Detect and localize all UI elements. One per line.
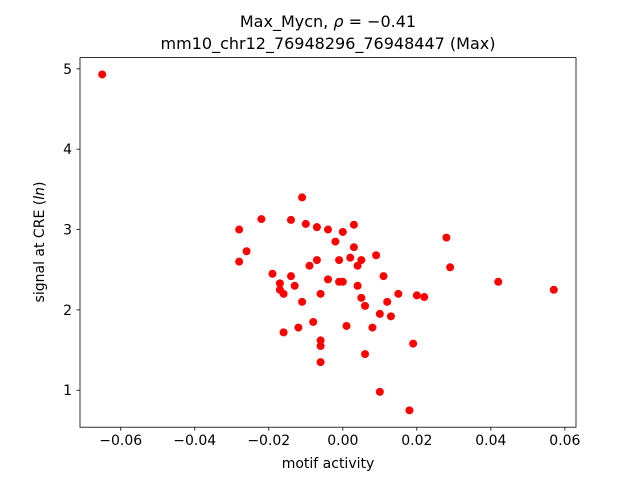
scatter-point (442, 233, 451, 242)
y-tick-label: 2 (63, 303, 72, 319)
scatter-point (305, 261, 314, 270)
scatter-point (286, 272, 295, 281)
scatter-point (349, 243, 358, 252)
scatter-point (409, 339, 418, 348)
scatter-point (316, 289, 325, 298)
scatter-point (361, 301, 370, 310)
scatter-point (312, 256, 321, 265)
scatter-point (298, 193, 307, 202)
chart-title-rho: ρ (333, 12, 344, 31)
chart-title-value: = −0.41 (343, 12, 417, 31)
y-tick-label: 5 (63, 62, 72, 78)
x-tick-label: −0.02 (247, 433, 290, 449)
scatter-point (412, 291, 421, 300)
scatter-point (494, 277, 503, 286)
scatter-point (375, 309, 384, 318)
scatter-point (394, 289, 403, 298)
scatter-point (324, 225, 332, 234)
x-axis-label: motif activity (281, 456, 375, 472)
scatter-point (309, 317, 318, 326)
scatter-point (353, 261, 362, 270)
scatter-point (338, 227, 347, 236)
plot-frame (79, 57, 577, 428)
x-tick-label: 0.04 (475, 433, 506, 449)
scatter-point (275, 279, 284, 288)
chart-title-line1: Max_Mycn, ρ = −0.41 (80, 11, 576, 33)
scatter-point (286, 215, 295, 224)
chart-title-prefix: Max_Mycn, (239, 12, 334, 31)
scatter-point (357, 256, 366, 265)
x-tick-label: −0.04 (173, 433, 216, 449)
chart-title: Max_Mycn, ρ = −0.41 mm10_chr12_76948296_… (80, 11, 576, 55)
scatter-point (405, 406, 414, 415)
scatter-point (331, 237, 340, 246)
scatter-point (383, 297, 392, 306)
scatter-point (372, 251, 381, 260)
x-tick-label: 0.00 (327, 433, 358, 449)
scatter-point (346, 253, 355, 262)
scatter-point (349, 220, 358, 229)
y-tick-label: 1 (63, 383, 72, 399)
scatter-point (257, 215, 266, 224)
scatter-point (386, 312, 395, 321)
scatter-point (446, 263, 455, 272)
scatter-point (279, 328, 288, 337)
scatter-point (279, 289, 288, 298)
scatter-point (298, 297, 307, 306)
x-tick-label: 0.02 (401, 433, 432, 449)
scatter-point (357, 293, 366, 302)
scatter-point (368, 323, 377, 332)
scatter-point (312, 223, 321, 232)
y-tick-label: 3 (63, 223, 72, 239)
scatter-point (268, 269, 277, 278)
scatter-point (294, 323, 303, 332)
scatter-point (549, 285, 558, 294)
scatter-point (316, 342, 325, 351)
y-axis-label-suffix: ) (32, 181, 48, 188)
scatter-point (361, 350, 370, 359)
x-tick-label: −0.06 (99, 433, 142, 449)
y-axis-label-italic: ln (32, 187, 48, 200)
scatter-point (335, 256, 344, 265)
scatter-point (324, 275, 332, 284)
scatter-point (342, 321, 351, 330)
scatter-point (338, 277, 347, 286)
scatter-point (242, 247, 251, 256)
y-axis-label: signal at CRE (ln) (32, 182, 48, 303)
y-tick-label: 4 (63, 142, 72, 158)
scatter-point (420, 293, 429, 302)
scatter-point (235, 225, 244, 234)
scatter-point (379, 272, 388, 281)
scatter-point (235, 257, 244, 266)
x-tick-label: 0.06 (549, 433, 580, 449)
y-axis-label-prefix: signal at CRE ( (32, 199, 48, 303)
scatter-point (98, 70, 107, 79)
scatter-point (375, 387, 384, 396)
scatter-point (290, 281, 299, 290)
scatter-point (353, 281, 362, 290)
scatter-point (316, 336, 325, 345)
scatter-point (316, 358, 325, 367)
chart-title-line2: mm10_chr12_76948296_76948447 (Max) (160, 34, 496, 53)
scatter-point (301, 219, 310, 228)
